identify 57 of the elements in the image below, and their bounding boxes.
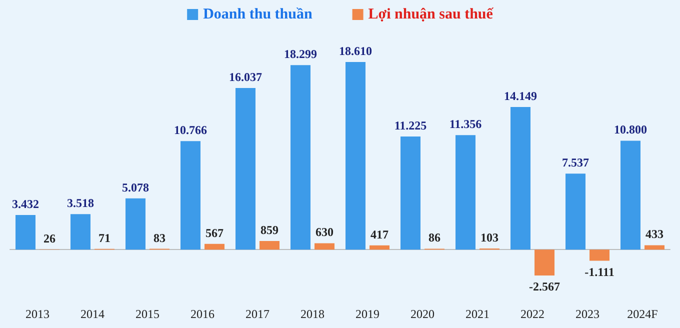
bar [204, 244, 224, 250]
bar [370, 245, 390, 250]
bar [534, 250, 554, 276]
x-tick-label: 2024F [627, 307, 658, 321]
data-label: 859 [260, 222, 278, 237]
bar [126, 198, 146, 250]
x-tick-label: 2014 [80, 307, 104, 321]
x-tick-label: 2015 [136, 307, 160, 321]
data-label: 18.299 [284, 47, 317, 62]
data-label: 417 [370, 227, 388, 242]
x-tick-label: 2018 [300, 307, 324, 321]
data-label: 71 [98, 230, 110, 245]
bar [290, 65, 310, 250]
bar [456, 135, 476, 250]
x-tick-label: 2021 [466, 307, 490, 321]
data-label: 11.356 [449, 117, 482, 132]
legend-label: Doanh thu thuần [203, 6, 313, 22]
data-label: 18.610 [339, 44, 372, 58]
x-tick-label: 2020 [410, 307, 434, 321]
bar [346, 62, 366, 250]
data-label: 26 [44, 231, 56, 246]
bar [70, 214, 90, 250]
x-tick-label: 2016 [190, 307, 214, 321]
x-tick-label: 2023 [576, 307, 600, 321]
data-label: 3.518 [67, 196, 94, 210]
data-label: 10.800 [614, 122, 647, 137]
data-label: 630 [316, 225, 334, 240]
data-label: 83 [154, 230, 166, 245]
data-label: 86 [428, 230, 440, 245]
data-label: 567 [206, 226, 224, 240]
data-label: -1.111 [584, 264, 614, 279]
bar [16, 215, 36, 250]
x-tick-label: 2017 [246, 307, 270, 321]
bar [620, 140, 640, 250]
x-tick-label: 2022 [520, 307, 544, 321]
bar [314, 243, 334, 250]
data-label: 10.766 [174, 123, 207, 138]
data-label: 7.537 [562, 156, 589, 170]
bar [180, 141, 200, 250]
bar [510, 106, 530, 250]
data-label: 433 [646, 227, 664, 242]
data-label: 103 [480, 230, 498, 245]
bar [644, 245, 664, 250]
data-label: 11.225 [394, 118, 427, 132]
legend-label: Lợi nhuận sau thuế [368, 6, 494, 22]
data-label: 14.149 [504, 88, 537, 103]
x-tick-label: 2019 [356, 307, 380, 321]
x-tick-label: 2013 [26, 307, 50, 321]
data-label: 3.432 [12, 197, 39, 212]
data-label: -2.567 [529, 279, 560, 294]
data-label: 5.078 [122, 180, 149, 194]
bar [260, 240, 280, 250]
bar [566, 174, 586, 250]
data-label: 16.037 [229, 70, 262, 84]
bar [400, 136, 420, 250]
bar [590, 250, 610, 261]
bar [236, 88, 256, 250]
